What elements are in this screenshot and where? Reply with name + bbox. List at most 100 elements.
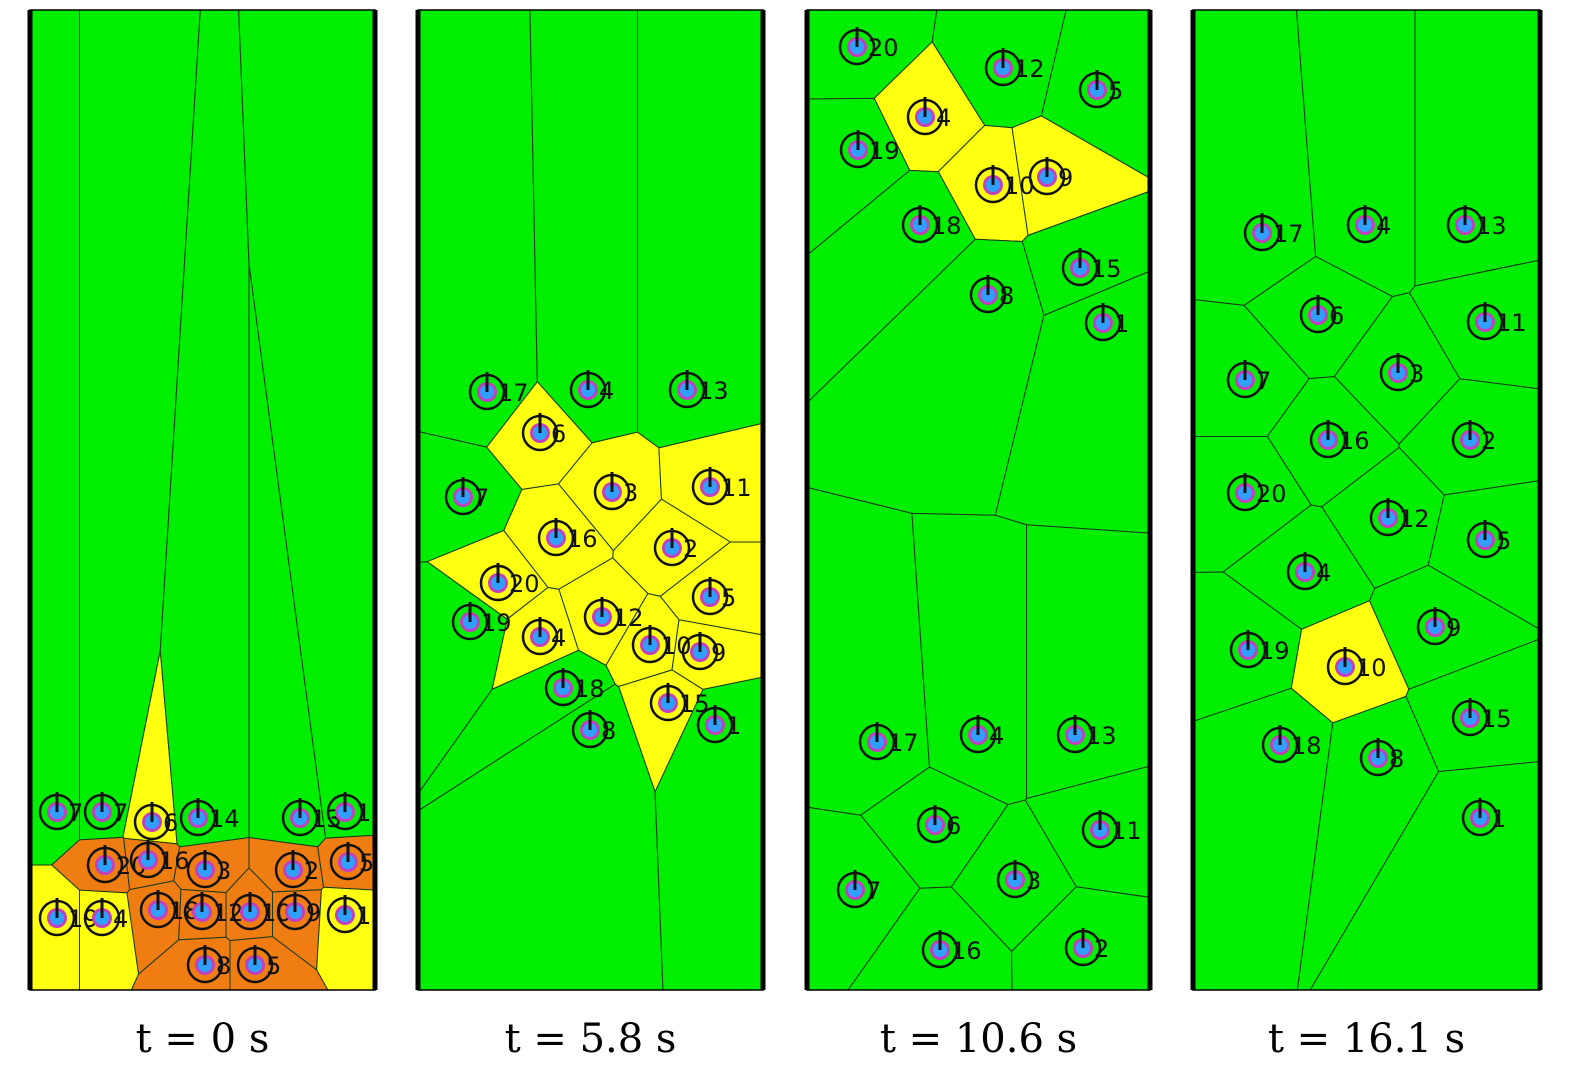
robot-label: 20 [868,34,899,62]
robot-label: 7 [113,799,128,827]
robot: 19 [839,130,900,169]
robot-label: 6 [163,809,178,837]
voronoi-cell [529,9,638,444]
robot-label: 4 [936,104,951,132]
robot: 1 [696,705,741,744]
robot: 4 [521,617,566,656]
robot-label: 4 [599,377,614,405]
robot-label: 12 [1014,55,1045,83]
robot: 4 [569,370,614,409]
robot: 9 [1028,157,1073,196]
robot: 16 [1309,420,1370,459]
robot-label: 5 [266,952,281,980]
robot: 13 [281,798,342,837]
robot-label: 3 [1026,867,1041,895]
robot-label: 4 [1376,212,1391,240]
robot-label: 12 [613,604,644,632]
robot-label: 18 [1291,732,1322,760]
robot: 16 [537,518,598,557]
robot-label: 2 [1094,935,1109,963]
robot-label: 5 [359,849,374,877]
robot-label: 4 [989,722,1004,750]
robot: 7 [1226,360,1271,399]
robot-label: 3 [216,857,231,885]
robot-label: 19 [869,137,900,165]
robot-label: 1 [356,799,371,827]
robot-label: 3 [1409,360,1424,388]
robot: 8 [571,710,616,749]
robot: 15 [1451,698,1512,737]
robot-label: 8 [601,717,616,745]
robot: 8 [969,275,1014,314]
voronoi-cell [1414,9,1541,287]
robot-label: 16 [951,937,982,965]
voronoi-cell [29,9,80,866]
robot: 12 [1369,498,1430,537]
robot: 10 [1326,647,1387,686]
robot: 4 [959,715,1004,754]
robot-label: 13 [1476,212,1507,240]
robot-label: 1 [356,902,371,930]
robot: 2 [274,850,319,889]
robot: 4 [83,898,128,937]
robot: 5 [691,577,736,616]
robot: 11 [1466,302,1527,341]
robot: 20 [838,27,899,66]
robot: 17 [468,372,529,411]
robot: 10 [231,892,292,931]
panel-caption: t = 10.6 s [880,1016,1077,1062]
robot-label: 19 [1259,637,1290,665]
robot: 5 [236,945,281,984]
robot: 2 [1451,420,1496,459]
robot: 16 [921,930,982,969]
robot-label: 19 [481,609,512,637]
robot-label: 8 [999,282,1014,310]
robot-label: 1 [1491,805,1506,833]
robot-label: 8 [216,952,231,980]
voronoi-cell [1026,524,1151,800]
robot: 1 [326,895,371,934]
robot-label: 5 [721,584,736,612]
robot-label: 17 [498,379,529,407]
robot: 9 [681,632,726,671]
robot: 8 [1359,738,1404,777]
robot: 16 [129,840,190,879]
robot-label: 20 [1256,480,1287,508]
robot: 3 [593,472,638,511]
robot-label: 20 [509,570,540,598]
robot: 9 [1416,607,1461,646]
robot: 5 [1466,520,1511,559]
robot-label: 1 [1114,310,1129,338]
robot: 11 [1081,810,1142,849]
robot: 17 [1243,213,1304,252]
robot-label: 5 [1496,527,1511,555]
robot-label: 11 [721,474,752,502]
robot-label: 12 [1399,505,1430,533]
voronoi-cell [806,486,930,816]
robot-label: 11 [1111,817,1142,845]
robot-label: 1 [726,712,741,740]
robot: 2 [1064,928,1109,967]
robot: 4 [1346,205,1391,244]
robot: 12 [583,597,644,636]
robot: 19 [1229,630,1290,669]
robot-label: 9 [711,639,726,667]
robot: 20 [479,563,540,602]
robot: 3 [1379,353,1424,392]
robot-label: 18 [931,212,962,240]
robot: 13 [1446,205,1507,244]
panel-caption: t = 16.1 s [1268,1016,1465,1062]
robot: 1 [326,792,371,831]
robot-label: 6 [551,420,566,448]
panel: 17 4 13 6 7 3 11 16 2 20 5 19 12 4 10 9 18 15 8 1 [415,9,766,991]
robot: 12 [984,48,1045,87]
robot-label: 2 [304,857,319,885]
robot: 7 [83,792,128,831]
robot-label: 3 [623,479,638,507]
robot: 6 [1299,295,1344,334]
robot: 17 [858,722,919,761]
robot-label: 14 [209,805,240,833]
robot-label: 13 [698,377,729,405]
robot: 6 [916,805,961,844]
